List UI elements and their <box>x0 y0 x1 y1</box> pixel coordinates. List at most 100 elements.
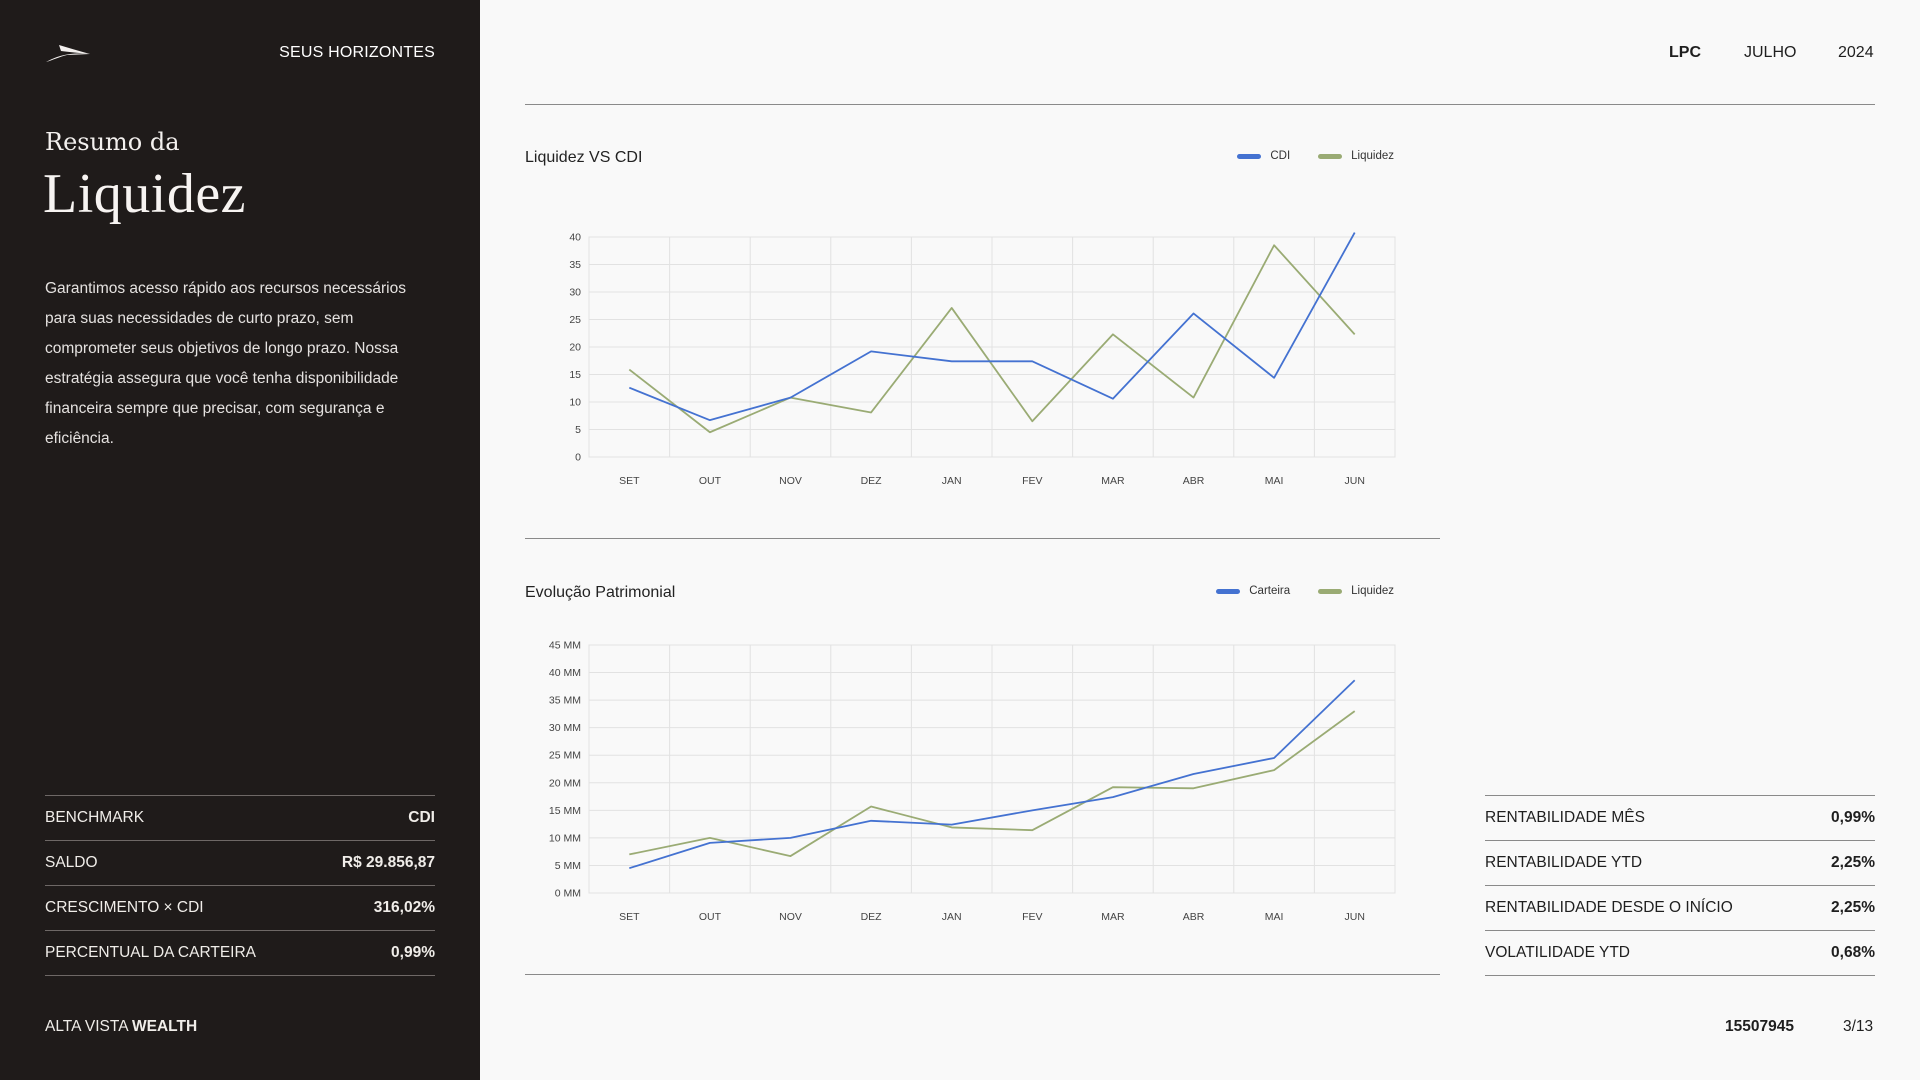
header-client: LPC <box>1669 44 1701 61</box>
metric-label: RENTABILIDADE MÊS <box>1485 809 1645 826</box>
account-number: 15507945 <box>1725 1018 1794 1035</box>
stat-value: 0,99% <box>391 944 435 961</box>
chart-legend: CDI Liquidez <box>1237 150 1394 162</box>
header-year: 2024 <box>1838 44 1874 61</box>
stat-label: CRESCIMENTO × CDI <box>45 899 204 916</box>
stat-label: SALDO <box>45 854 98 871</box>
metric-value: 0,99% <box>1831 809 1875 826</box>
x-tick-label: MAR <box>1101 911 1125 923</box>
legend-item: Liquidez <box>1318 150 1394 162</box>
stat-row: CRESCIMENTO × CDI 316,02% <box>45 886 435 931</box>
y-tick-label: 5 <box>575 424 581 436</box>
legend-label: Liquidez <box>1351 585 1394 597</box>
y-tick-label: 15 <box>569 369 581 381</box>
sidebar-stats: BENCHMARK CDI SALDO R$ 29.856,87 CRESCIM… <box>45 795 435 976</box>
brand-label: SEUS HORIZONTES <box>279 44 435 61</box>
x-tick-label: MAI <box>1265 911 1284 923</box>
y-tick-label: 30 MM <box>549 722 581 734</box>
legend-swatch <box>1318 588 1343 594</box>
x-tick-label: JUN <box>1344 475 1364 487</box>
chart-legend: Carteira Liquidez <box>1216 585 1394 597</box>
y-tick-label: 25 MM <box>549 750 581 762</box>
stat-value: 316,02% <box>373 899 435 916</box>
x-tick-label: ABR <box>1183 911 1205 923</box>
stat-row: BENCHMARK CDI <box>45 796 435 841</box>
x-tick-label: DEZ <box>861 475 883 487</box>
section-divider <box>525 974 1440 975</box>
series-line-liquidez <box>629 710 1356 857</box>
page-subtitle: Resumo da <box>45 128 180 156</box>
y-tick-label: 40 MM <box>549 667 581 679</box>
legend-swatch <box>1318 153 1343 159</box>
x-tick-label: JAN <box>942 911 962 923</box>
stat-value: CDI <box>408 809 435 826</box>
y-tick-label: 45 MM <box>549 640 581 652</box>
metric-value: 2,25% <box>1831 899 1875 916</box>
legend-label: Liquidez <box>1351 150 1394 162</box>
x-tick-label: FEV <box>1022 911 1042 923</box>
series-line-cdi <box>628 232 1356 422</box>
series-line-liquidez <box>628 244 1356 434</box>
x-tick-label: OUT <box>699 475 722 487</box>
x-tick-label: SET <box>619 475 640 487</box>
y-tick-label: 40 <box>569 232 581 244</box>
chart-title: Evolução Patrimonial <box>525 584 676 601</box>
metric-label: RENTABILIDADE DESDE O INÍCIO <box>1485 899 1733 916</box>
x-tick-label: MAR <box>1101 475 1125 487</box>
chart-liquidez-vs-cdi: 0 5 10 15 20 25 30 35 40 SET OUT NOV DEZ JAN FEV MAR ABR… <box>569 232 1396 487</box>
footer-brand-light: ALTA VISTA <box>45 1018 133 1035</box>
stat-row: PERCENTUAL DA CARTEIRA 0,99% <box>45 931 435 976</box>
metric-value: 2,25% <box>1831 854 1875 871</box>
metric-row: RENTABILIDADE YTD 2,25% <box>1485 841 1875 886</box>
y-tick-label: 20 <box>569 342 581 354</box>
stat-value: R$ 29.856,87 <box>341 854 435 871</box>
chart-title: Liquidez VS CDI <box>525 149 643 166</box>
x-tick-label: ABR <box>1183 475 1205 487</box>
y-tick-label: 35 <box>569 259 581 271</box>
y-tick-label: 0 <box>575 452 581 464</box>
x-tick-label: SET <box>619 911 640 923</box>
description: Garantimos acesso rápido aos recursos ne… <box>45 280 406 447</box>
legend-item: CDI <box>1237 150 1290 162</box>
page-title: Liquidez <box>43 163 247 225</box>
x-tick-label: OUT <box>699 911 722 923</box>
footer-brand-bold: WEALTH <box>132 1018 198 1035</box>
stat-label: BENCHMARK <box>45 809 145 826</box>
metric-row: VOLATILIDADE YTD 0,68% <box>1485 931 1875 976</box>
sidebar: SEUS HORIZONTES Resumo da Liquidez Garan… <box>0 0 480 1080</box>
legend-item: Carteira <box>1216 585 1290 597</box>
x-tick-label: JAN <box>942 475 962 487</box>
x-tick-label: FEV <box>1022 475 1042 487</box>
metric-label: VOLATILIDADE YTD <box>1485 944 1630 961</box>
y-tick-label: 35 MM <box>549 695 581 707</box>
y-tick-label: 10 <box>569 397 581 409</box>
legend-label: CDI <box>1270 150 1291 162</box>
metric-row: RENTABILIDADE MÊS 0,99% <box>1485 796 1875 841</box>
header-divider <box>525 104 1875 105</box>
chart-evolucao-patrimonial: 0 MM 5 MM 10 MM 15 MM 20 MM 25 MM 30 MM 35 MM 40… <box>549 640 1396 923</box>
logo-icon <box>46 45 90 62</box>
y-tick-label: 25 <box>569 314 581 326</box>
section-divider <box>525 538 1440 539</box>
y-tick-label: 5 MM <box>555 860 581 872</box>
legend-swatch <box>1237 153 1262 159</box>
x-tick-label: DEZ <box>861 911 883 923</box>
footer-brand: ALTA VISTA WEALTH <box>45 1018 197 1036</box>
x-tick-label: MAI <box>1265 475 1284 487</box>
y-tick-label: 10 MM <box>549 832 581 844</box>
metric-label: RENTABILIDADE YTD <box>1485 854 1643 871</box>
y-tick-label: 15 MM <box>549 805 581 817</box>
metrics-table: RENTABILIDADE MÊS 0,99% RENTABILIDADE YT… <box>1485 795 1875 976</box>
stat-label: PERCENTUAL DA CARTEIRA <box>45 944 257 961</box>
stat-row: SALDO R$ 29.856,87 <box>45 841 435 886</box>
y-tick-label: 0 MM <box>555 888 581 900</box>
x-tick-label: JUN <box>1344 911 1364 923</box>
legend-swatch <box>1216 588 1241 594</box>
y-tick-label: 20 MM <box>549 777 581 789</box>
metric-row: RENTABILIDADE DESDE O INÍCIO 2,25% <box>1485 886 1875 931</box>
legend-label: Carteira <box>1249 585 1291 597</box>
metric-value: 0,68% <box>1831 944 1875 961</box>
page-number: 3/13 <box>1843 1018 1874 1035</box>
x-tick-label: NOV <box>779 911 802 923</box>
y-tick-label: 30 <box>569 287 581 299</box>
